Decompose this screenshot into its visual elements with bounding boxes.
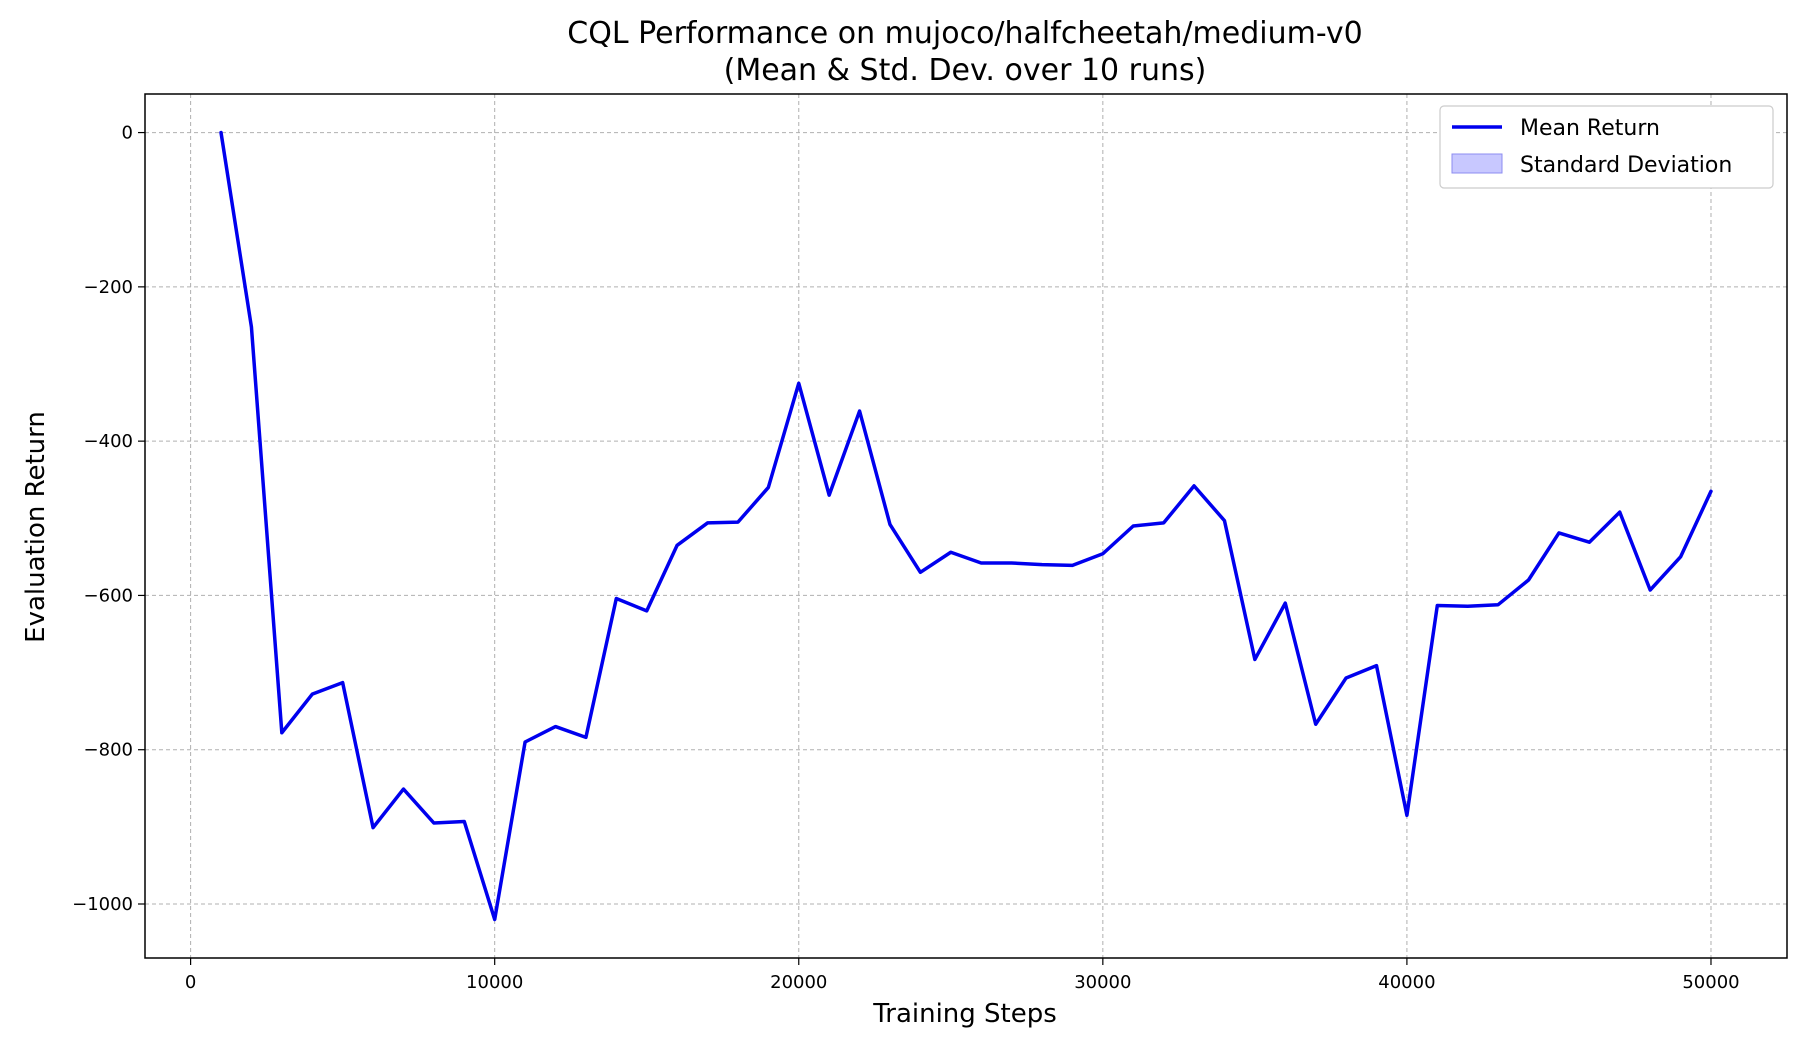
chart-title-line1: CQL Performance on mujoco/halfcheetah/me… [567, 16, 1362, 51]
legend: Mean Return Standard Deviation [1439, 105, 1774, 189]
grid-lines [145, 94, 1787, 958]
x-tick-label: 10000 [466, 972, 523, 993]
y-tick-label: −200 [84, 277, 133, 298]
series-layer [219, 130, 1713, 922]
y-tick-label: 0 [122, 123, 133, 144]
y-tick-label: −800 [84, 740, 133, 761]
x-tick-label: 40000 [1378, 972, 1435, 993]
legend-std-swatch [1451, 153, 1503, 174]
y-axis-label: Evaluation Return [21, 411, 51, 643]
x-tick-label: 0 [185, 972, 196, 993]
x-tick-label: 30000 [1074, 972, 1131, 993]
chart-title-line2: (Mean & Std. Dev. over 10 runs) [724, 53, 1207, 88]
y-tick-label: −600 [84, 585, 133, 606]
legend-mean-label: Mean Return [1520, 116, 1660, 141]
y-tick-label: −1000 [72, 894, 133, 915]
mean-return-line [219, 130, 1713, 922]
plot-frame [144, 93, 1788, 959]
axis-ticks: 0 10000 20000 30000 40000 50000 0 −200 −400 −600 −… [72, 123, 1740, 993]
legend-box [1439, 105, 1774, 189]
y-tick-label: −400 [84, 431, 133, 452]
x-axis-label: Training Steps [872, 999, 1057, 1029]
x-tick-label: 50000 [1682, 972, 1739, 993]
legend-std-label: Standard Deviation [1520, 153, 1732, 178]
x-tick-label: 20000 [770, 972, 827, 993]
